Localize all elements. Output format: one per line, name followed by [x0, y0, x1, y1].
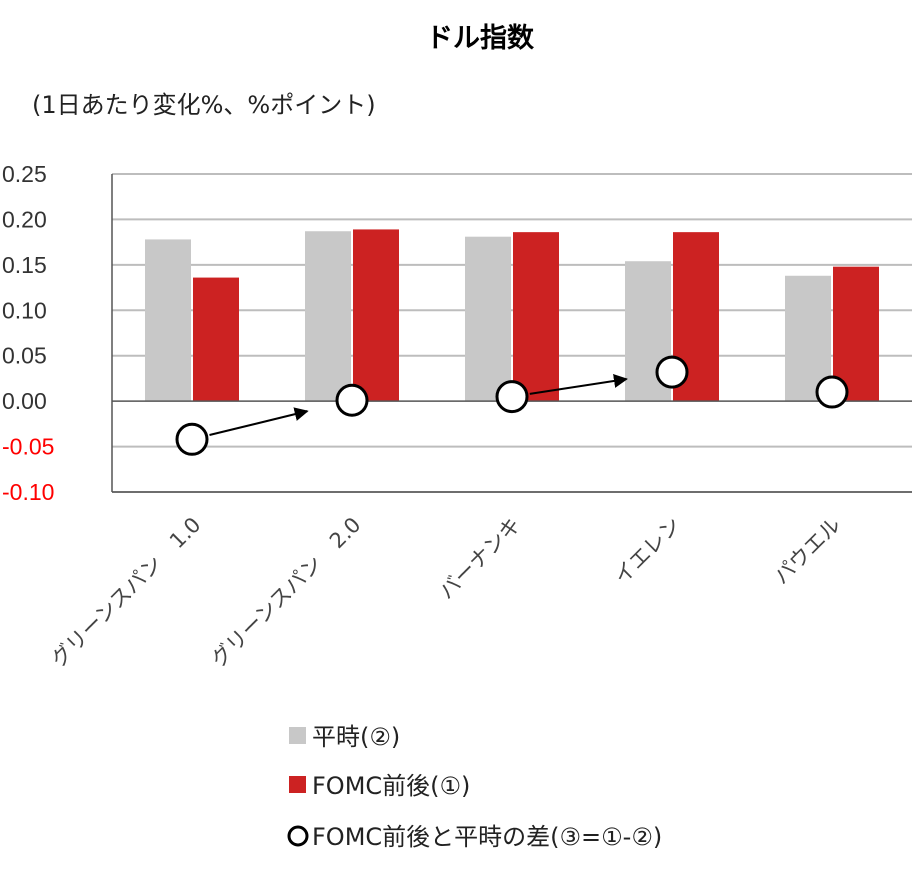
legend: 平時(②) FOMC前後(①) FOMC前後と平時の差(③=①-②) [287, 723, 662, 851]
bar [353, 229, 399, 402]
difference-marker [335, 383, 369, 417]
bar [465, 236, 511, 402]
x-tick-label: グリーンスパン 1.0 [46, 513, 205, 672]
legend-label: 平時(②) [312, 723, 400, 751]
y-tick-label: 0.05 [2, 343, 47, 369]
y-tick-label: 0.25 [2, 161, 47, 187]
arrows [209, 374, 628, 437]
difference-marker [495, 380, 529, 414]
x-tick-label: バーナンキ [434, 513, 525, 604]
x-tick-label: グリーンスパン 2.0 [206, 513, 365, 672]
legend-swatch [289, 727, 306, 744]
x-tick-label: イエレン [609, 513, 685, 589]
difference-markers [175, 355, 849, 456]
y-tick-label: -0.10 [2, 479, 54, 505]
x-axis: グリーンスパン 1.0 グリーンスパン 2.0 バーナンキ イエレン パウエル [46, 513, 845, 672]
bar [193, 277, 239, 402]
legend-swatch [287, 825, 309, 847]
difference-marker [175, 422, 209, 456]
trend-arrow [529, 374, 628, 395]
y-tick-label: -0.05 [2, 434, 54, 460]
trend-arrow [209, 407, 309, 437]
difference-marker [655, 355, 689, 389]
y-tick-label: 0.10 [2, 297, 47, 323]
y-tick-label: 0.00 [2, 388, 47, 414]
x-tick-label: パウエル [769, 513, 845, 589]
bar [513, 232, 559, 402]
chart-subtitle: (1日あたり変化%、%ポイント) [32, 91, 376, 119]
legend-label: FOMC前後と平時の差(③=①-②) [312, 823, 662, 851]
legend-swatch [289, 776, 306, 793]
y-tick-label: 0.15 [2, 252, 47, 278]
bar [305, 231, 351, 402]
legend-label: FOMC前後(①) [312, 772, 470, 800]
bars [145, 229, 879, 402]
y-tick-label: 0.20 [2, 206, 47, 232]
y-axis: 0.25 0.20 0.15 0.10 0.05 0.00 -0.05 -0.10 [2, 161, 113, 505]
difference-marker [815, 375, 849, 409]
bar [145, 239, 191, 402]
chart-title: ドル指数 [426, 23, 535, 54]
